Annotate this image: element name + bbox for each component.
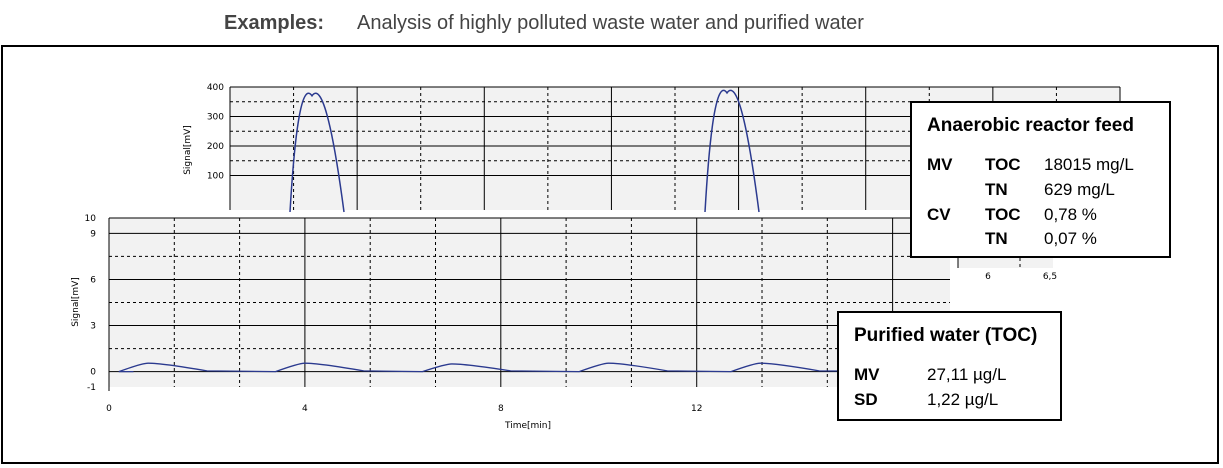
upper-peak-line [704, 89, 760, 213]
upper-ytick-label: 400 [207, 83, 224, 93]
lower-ytick-label: 3 [90, 322, 96, 332]
anaerobic-row-0-c: 18015 mg/L [1044, 155, 1134, 174]
purified-box-title: Purified water (TOC) [854, 325, 1038, 346]
lower-ylabel: Signal[mV] [71, 277, 81, 327]
upper-ytick-label: 200 [207, 142, 224, 152]
lower-xtick-label: 8 [498, 404, 504, 414]
upper-ytick-label: 300 [207, 113, 224, 123]
lower-xtick-label: 0 [106, 404, 112, 414]
lower-ytick-label: 0 [90, 368, 96, 378]
purified-row-1-c: 1,22 µg/L [927, 390, 999, 409]
anaerobic-row-0-a: MV [927, 155, 953, 174]
lower-ytick-label: 6 [90, 275, 96, 285]
lower-xtick-label: 4 [302, 404, 308, 414]
upper-peak-line [289, 92, 345, 213]
header: Examples: Analysis of highly polluted wa… [0, 10, 1223, 38]
lower-xtick-label: 12 [691, 404, 702, 414]
upper-ylabel: Signal[mV] [183, 125, 193, 175]
lower-ytick-label: 9 [90, 229, 96, 239]
upper-xtick-label: 6 [985, 272, 991, 282]
figure-frame [1, 45, 1219, 464]
lower-xlabel: Time[min] [504, 421, 551, 431]
lower-ytick-label: 10 [85, 214, 97, 224]
lower-ytick-label: -1 [87, 383, 96, 393]
purified-row-0-c: 27,11 µg/L [927, 365, 1007, 384]
header-text: Analysis of highly polluted waste water … [357, 12, 864, 34]
anaerobic-row-2-b: TOC [985, 205, 1021, 224]
anaerobic-row-1-b: TN [985, 180, 1008, 199]
purified-row-0-a: MV [854, 365, 880, 384]
anaerobic-row-2-c: 0,78 % [1044, 205, 1097, 224]
anaerobic-info-box: Anaerobic reactor feed MV TOC 18015 mg/L… [910, 101, 1171, 258]
anaerobic-row-3-c: 0,07 % [1044, 229, 1097, 248]
anaerobic-row-3-b: TN [985, 229, 1008, 248]
purified-info-box: Purified water (TOC) MV 27,11 µg/L SD 1,… [837, 311, 1062, 421]
anaerobic-row-0-b: TOC [985, 155, 1021, 174]
anaerobic-row-2-a: CV [927, 205, 951, 224]
header-label: Examples: [224, 12, 325, 34]
upper-plot-bg-strip [958, 258, 1053, 268]
lower-signal-line [118, 362, 932, 373]
anaerobic-row-1-c: 629 mg/L [1044, 180, 1115, 199]
anaerobic-box-title: Anaerobic reactor feed [927, 115, 1134, 136]
upper-xtick-label: 6,5 [1043, 272, 1057, 282]
upper-ytick-label: 100 [207, 172, 224, 182]
purified-row-1-a: SD [854, 390, 878, 409]
